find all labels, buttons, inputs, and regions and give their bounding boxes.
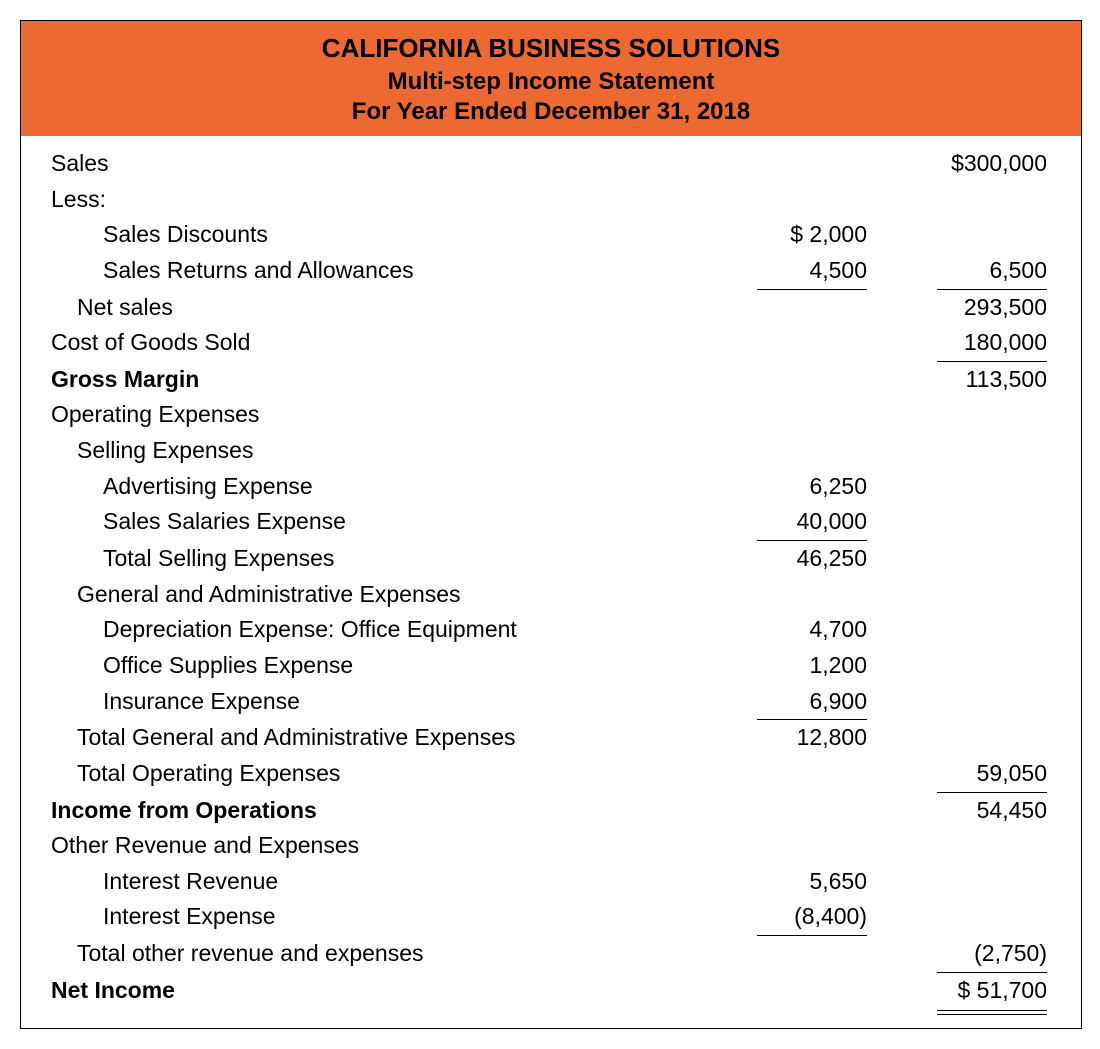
row-less: Less: [51, 182, 1051, 218]
value-total-ga: 12,800 [697, 720, 877, 756]
value-total-operating: 59,050 [937, 756, 1047, 793]
value-sales-discounts: $ 2,000 [697, 217, 877, 253]
row-sales-salaries: Sales Salaries Expense 40,000 [51, 504, 1051, 541]
row-net-sales: Net sales 293,500 [51, 290, 1051, 326]
label-depreciation: Depreciation Expense: Office Equipment [51, 612, 697, 648]
value-net-income: $ 51,700 [937, 973, 1047, 1009]
row-opex-label: Operating Expenses [51, 397, 1051, 433]
value-cogs: 180,000 [937, 325, 1047, 362]
value-interest-revenue: 5,650 [697, 864, 877, 900]
row-sales-returns: Sales Returns and Allowances 4,500 6,500 [51, 253, 1051, 290]
row-interest-revenue: Interest Revenue 5,650 [51, 864, 1051, 900]
label-income-operations: Income from Operations [51, 793, 697, 829]
label-less: Less: [51, 182, 697, 218]
statement-header: CALIFORNIA BUSINESS SOLUTIONS Multi-step… [21, 21, 1081, 136]
label-total-ga: Total General and Administrative Expense… [51, 720, 697, 756]
value-advertising: 6,250 [697, 469, 877, 505]
row-net-income: Net Income $ 51,700 [51, 973, 1051, 1009]
label-gross-margin: Gross Margin [51, 362, 697, 398]
label-total-other: Total other revenue and expenses [51, 936, 697, 972]
value-gross-margin: 113,500 [877, 362, 1051, 398]
row-total-ga: Total General and Administrative Expense… [51, 720, 1051, 756]
label-sales-salaries: Sales Salaries Expense [51, 504, 697, 540]
statement-title: Multi-step Income Statement [21, 68, 1081, 96]
value-sales-salaries: 40,000 [757, 504, 867, 541]
row-cogs: Cost of Goods Sold 180,000 [51, 325, 1051, 362]
value-interest-expense: (8,400) [757, 899, 867, 936]
row-gross-margin: Gross Margin 113,500 [51, 362, 1051, 398]
row-income-operations: Income from Operations 54,450 [51, 793, 1051, 829]
label-interest-revenue: Interest Revenue [51, 864, 697, 900]
row-insurance: Insurance Expense 6,900 [51, 684, 1051, 721]
label-insurance: Insurance Expense [51, 684, 697, 720]
label-net-sales: Net sales [51, 290, 697, 326]
company-name: CALIFORNIA BUSINESS SOLUTIONS [21, 33, 1081, 64]
row-ga-label: General and Administrative Expenses [51, 577, 1051, 613]
value-net-sales: 293,500 [877, 290, 1051, 326]
label-total-operating: Total Operating Expenses [51, 756, 697, 792]
label-ga: General and Administrative Expenses [51, 577, 697, 613]
label-selling: Selling Expenses [51, 433, 697, 469]
label-sales: Sales [51, 146, 697, 182]
value-depreciation: 4,700 [697, 612, 877, 648]
row-total-other: Total other revenue and expenses (2,750) [51, 936, 1051, 973]
label-advertising: Advertising Expense [51, 469, 697, 505]
row-total-selling: Total Selling Expenses 46,250 [51, 541, 1051, 577]
row-depreciation: Depreciation Expense: Office Equipment 4… [51, 612, 1051, 648]
value-insurance: 6,900 [757, 684, 867, 721]
row-total-operating: Total Operating Expenses 59,050 [51, 756, 1051, 793]
label-other: Other Revenue and Expenses [51, 828, 697, 864]
row-interest-expense: Interest Expense (8,400) [51, 899, 1051, 936]
statement-body: Sales $300,000 Less: Sales Discounts $ 2… [21, 136, 1081, 1028]
label-cogs: Cost of Goods Sold [51, 325, 697, 361]
total-sales-deductions: 6,500 [937, 253, 1047, 290]
row-sales-discounts: Sales Discounts $ 2,000 [51, 217, 1051, 253]
label-sales-discounts: Sales Discounts [51, 217, 697, 253]
row-other-label: Other Revenue and Expenses [51, 828, 1051, 864]
row-advertising: Advertising Expense 6,250 [51, 469, 1051, 505]
value-office-supplies: 1,200 [697, 648, 877, 684]
value-total-other: (2,750) [937, 936, 1047, 973]
value-total-selling: 46,250 [697, 541, 877, 577]
label-opex: Operating Expenses [51, 397, 697, 433]
label-interest-expense: Interest Expense [51, 899, 697, 935]
label-sales-returns: Sales Returns and Allowances [51, 253, 697, 289]
value-sales-returns: 4,500 [757, 253, 867, 290]
value-sales: $300,000 [877, 146, 1051, 182]
label-total-selling: Total Selling Expenses [51, 541, 697, 577]
row-sales: Sales $300,000 [51, 146, 1051, 182]
statement-period: For Year Ended December 31, 2018 [21, 98, 1081, 126]
label-office-supplies: Office Supplies Expense [51, 648, 697, 684]
income-statement: CALIFORNIA BUSINESS SOLUTIONS Multi-step… [20, 20, 1082, 1029]
row-selling-label: Selling Expenses [51, 433, 1051, 469]
row-office-supplies: Office Supplies Expense 1,200 [51, 648, 1051, 684]
value-income-operations: 54,450 [877, 793, 1051, 829]
label-net-income: Net Income [51, 973, 697, 1009]
